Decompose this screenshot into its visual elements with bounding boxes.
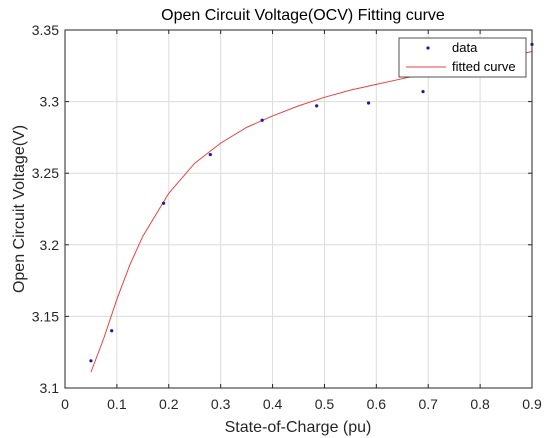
x-tick-label: 0.3	[211, 396, 231, 412]
legend-label-data: data	[452, 40, 478, 55]
x-tick-label: 0.1	[107, 396, 127, 412]
x-tick-label: 0.4	[263, 396, 283, 412]
legend-box	[398, 37, 527, 78]
y-tick-label: 3.15	[32, 308, 59, 324]
x-tick-label: 0.2	[159, 396, 179, 412]
data-point	[421, 89, 425, 94]
x-tick-label: 0.7	[418, 396, 438, 412]
data-point	[260, 118, 264, 122]
chart-title: Open Circuit Voltage(OCV) Fitting curve	[161, 7, 445, 24]
data-point	[89, 359, 93, 363]
x-tick-label: 0.8	[470, 396, 490, 412]
axes-box	[64, 29, 533, 389]
x-axis-title: State-of-Charge (pu)	[225, 419, 372, 436]
legend-marker-data	[426, 46, 430, 50]
y-tick-label: 3.3	[40, 94, 60, 110]
y-tick-label: 3.2	[40, 237, 60, 253]
legend: data fitted curve	[398, 37, 527, 78]
y-tick-label: 3.35	[32, 22, 59, 38]
data-point	[366, 101, 371, 105]
legend-entry-data: data	[426, 40, 478, 55]
x-tick-label: 0.6	[367, 396, 387, 412]
y-axis-ticks: 3.1 3.15 3.2 3.25 3.3 3.35	[32, 22, 532, 396]
legend-entry-fitted-curve: fitted curve	[406, 59, 516, 74]
y-tick-label: 3.1	[40, 380, 60, 396]
data-point	[315, 104, 319, 108]
x-axis-ticks: 0 0.1 0.2 0.3 0.4 0.5 0.6 0.7 0.8 0.9	[61, 30, 542, 412]
x-tick-label: 0	[61, 396, 69, 412]
y-axis-title: Open Circuit Voltage(V)	[11, 125, 28, 293]
plot-area	[65, 30, 532, 388]
legend-label-fitted-curve: fitted curve	[452, 59, 516, 74]
y-tick-label: 3.25	[32, 165, 59, 181]
data-point	[208, 152, 212, 157]
data-point	[161, 201, 166, 205]
data-point	[110, 329, 114, 333]
x-tick-label: 0.9	[522, 396, 542, 412]
x-tick-label: 0.5	[315, 396, 335, 412]
